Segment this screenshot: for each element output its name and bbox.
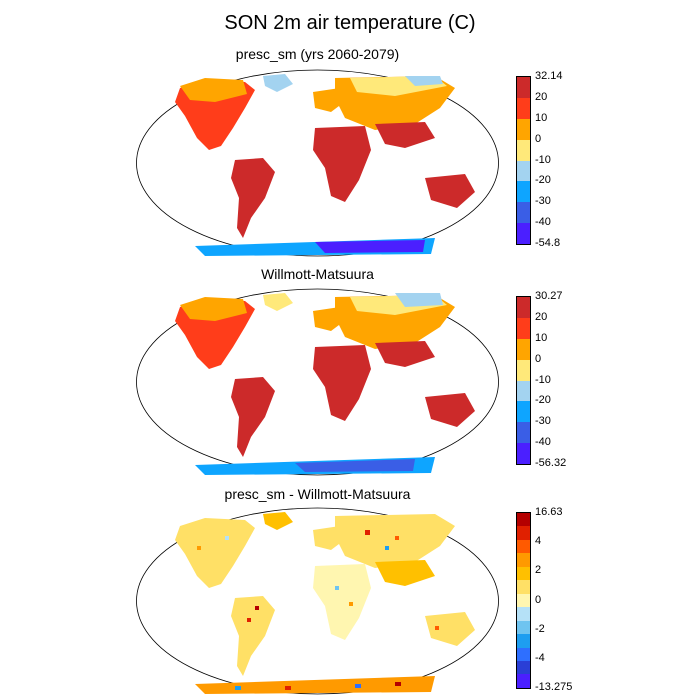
colorbar-label: 20 (535, 310, 548, 323)
colorbar-swatch (517, 660, 530, 675)
siberia-cold (395, 293, 443, 307)
colorbar-swatch (517, 566, 530, 581)
australia (425, 612, 475, 646)
colorbar-swatch (517, 139, 530, 161)
antarctica (195, 676, 435, 694)
colorbar-swatch (517, 553, 530, 567)
north-america (175, 518, 255, 588)
colorbar-label: 32.14 (535, 70, 563, 82)
colorbar-swatch (517, 526, 530, 540)
panel-title-obs: Willmott-Matsuura (261, 266, 374, 282)
colorbar-label: -13.275 (535, 681, 573, 693)
south-asia (375, 341, 435, 367)
south-america (231, 158, 275, 238)
colorbar-swatch (517, 380, 530, 402)
colorbar-label: -2 (535, 622, 545, 635)
colorbar-label: -20 (535, 394, 551, 407)
colorbar-label: 0 (535, 132, 542, 145)
south-asia (375, 560, 435, 586)
colorbar-label: 10 (535, 331, 548, 344)
land-masses (175, 512, 475, 694)
north-america-north (180, 78, 247, 102)
colorbar-label: -40 (535, 216, 551, 229)
greenland (263, 512, 293, 530)
south-asia (375, 122, 435, 148)
colorbar-swatch (517, 580, 530, 594)
colorbar-swatch (517, 607, 530, 621)
colorbar-swatch (517, 118, 530, 140)
colorbar-swatch (517, 223, 530, 244)
map-diff (136, 507, 499, 695)
north-america-north (180, 297, 247, 321)
colorbar-label: -30 (535, 195, 551, 208)
colorbar-label: 16.63 (535, 506, 563, 518)
colorbar-swatch (517, 539, 530, 554)
africa (313, 126, 371, 202)
colorbar-swatch (517, 97, 530, 119)
colorbar-swatch (517, 401, 530, 423)
colorbar-swatch (517, 297, 530, 318)
panel-title-diff: presc_sm - Willmott-Matsuura (224, 486, 411, 502)
colorbar-diff (516, 512, 531, 689)
colorbar-label: 0 (535, 593, 542, 606)
colorbar-swatch (517, 593, 530, 608)
colorbar-label: 30.27 (535, 290, 563, 302)
colorbar-label: 10 (535, 111, 548, 124)
colorbar-swatch (517, 422, 530, 444)
main-title: SON 2m air temperature (C) (224, 12, 476, 34)
colorbar-label: 20 (535, 90, 548, 103)
map-obs (136, 288, 499, 476)
colorbar-model (516, 76, 531, 245)
colorbar-label: 2 (535, 564, 542, 577)
antarctica-interior (295, 459, 415, 472)
map-model (136, 69, 499, 257)
colorbar-label: -30 (535, 415, 551, 428)
colorbar-obs (516, 296, 531, 465)
colorbar-label: 0 (535, 352, 542, 365)
colorbar-label: 4 (535, 535, 542, 548)
colorbar-swatch (517, 674, 530, 688)
greenland (263, 74, 293, 92)
colorbar-label: -54.8 (535, 237, 561, 249)
colorbar-swatch (517, 77, 530, 98)
colorbar-label: -56.32 (535, 457, 567, 469)
colorbar-swatch (517, 647, 530, 661)
colorbar-swatch (517, 317, 530, 339)
anomaly-speckles (197, 530, 439, 690)
colorbar-label: -40 (535, 436, 551, 449)
colorbar-swatch (517, 620, 530, 635)
antarctica-interior (315, 240, 425, 253)
greenland (263, 293, 293, 311)
south-america (231, 596, 275, 676)
colorbar-swatch (517, 634, 530, 648)
africa (313, 564, 371, 640)
asia (335, 514, 455, 568)
colorbar-swatch (517, 359, 530, 381)
colorbar-swatch (517, 202, 530, 224)
panel-title-model: presc_sm (yrs 2060-2079) (235, 46, 400, 62)
africa (313, 345, 371, 421)
colorbar-swatch (517, 443, 530, 464)
south-america (231, 377, 275, 457)
colorbar-swatch (517, 160, 530, 182)
australia (425, 174, 475, 208)
colorbar-label: -4 (535, 651, 545, 664)
colorbar-swatch (517, 181, 530, 203)
land-masses (175, 293, 475, 475)
land-masses (175, 74, 475, 256)
colorbar-label: -10 (535, 153, 551, 166)
australia (425, 393, 475, 427)
colorbar-swatch (517, 513, 530, 527)
colorbar-swatch (517, 338, 530, 360)
colorbar-label: -10 (535, 373, 551, 386)
siberia-cold (405, 76, 443, 86)
colorbar-label: -20 (535, 174, 551, 187)
